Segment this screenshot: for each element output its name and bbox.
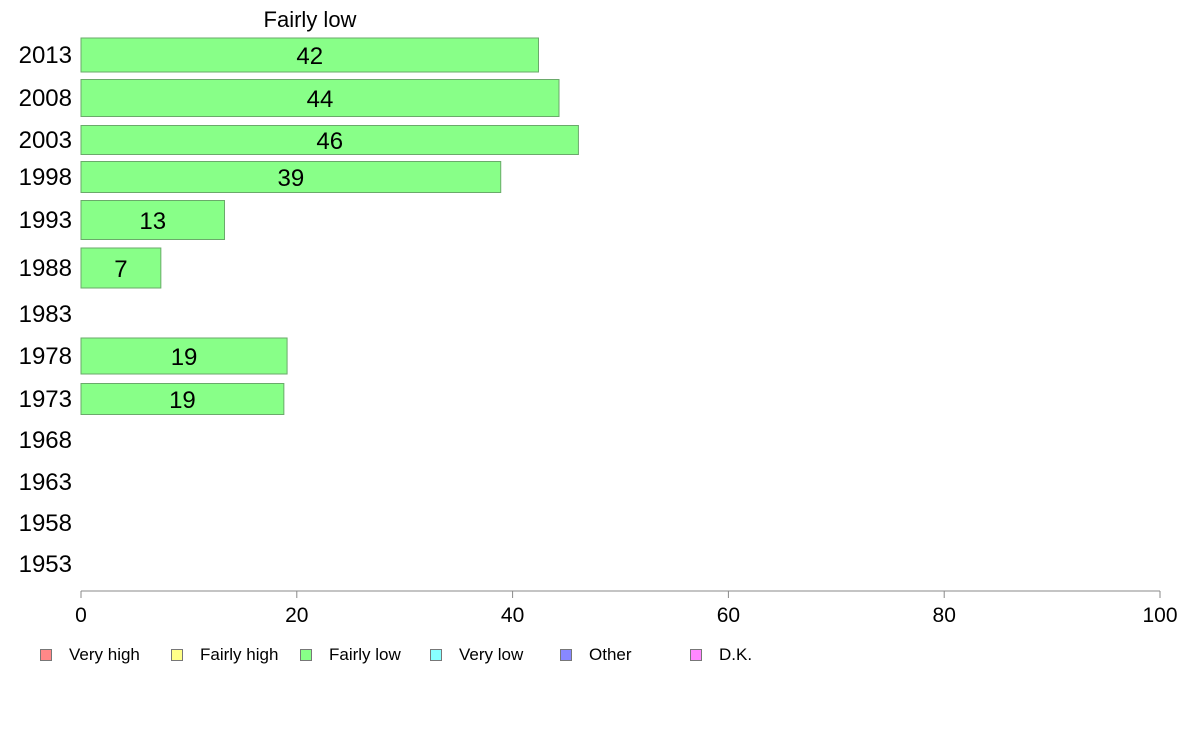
legend-item: Fairly high: [171, 645, 278, 665]
legend-label: Other: [589, 645, 632, 664]
category-label: 2013: [19, 42, 72, 69]
legend-label: D.K.: [719, 645, 753, 664]
category-label: 1978: [19, 343, 72, 370]
bar: [80, 161, 502, 193]
category-label: 2003: [19, 127, 72, 154]
data-label: 7: [114, 256, 127, 283]
bar: [80, 37, 539, 73]
legend-label: Very low: [459, 645, 524, 664]
legend-item: Very high: [40, 645, 140, 665]
category-label: 1958: [19, 510, 72, 537]
legend-label: Fairly high: [200, 645, 279, 664]
legend-label: Very high: [69, 645, 140, 664]
x-tick-label: 20: [285, 604, 308, 627]
data-label: 39: [278, 165, 305, 192]
data-label: 19: [171, 344, 198, 371]
legend-swatch: [40, 649, 52, 661]
data-label: 13: [139, 208, 166, 235]
x-tick-label: 0: [75, 604, 87, 627]
bar: [80, 247, 162, 289]
legend-item: Other: [560, 645, 632, 665]
bar: [80, 337, 288, 375]
bar: [80, 79, 560, 117]
category-label: 1973: [19, 386, 72, 413]
legend-swatch: [430, 649, 442, 661]
bar: [80, 125, 579, 155]
category-label: 1963: [19, 469, 72, 496]
category-label: 1968: [19, 427, 72, 454]
category-label: 1983: [19, 301, 72, 328]
x-tick-label: 100: [1142, 604, 1177, 627]
legend-swatch: [300, 649, 312, 661]
legend-item: Very low: [430, 645, 523, 665]
category-label: 1953: [19, 551, 72, 578]
category-label: 1998: [19, 164, 72, 191]
data-label: 46: [316, 128, 343, 155]
legend-swatch: [690, 649, 702, 661]
x-tick-label: 60: [717, 604, 740, 627]
bar: [80, 383, 285, 415]
chart-title: Fairly low: [264, 7, 357, 32]
legend-swatch: [560, 649, 572, 661]
legend-label: Fairly low: [329, 645, 401, 664]
legend-swatch: [171, 649, 183, 661]
legend-item: D.K.: [690, 645, 752, 665]
x-tick-label: 80: [933, 604, 956, 627]
data-label: 19: [169, 387, 196, 414]
data-label: 44: [307, 86, 334, 113]
category-label: 1993: [19, 207, 72, 234]
data-label: 42: [296, 43, 323, 70]
category-label: 1988: [19, 255, 72, 282]
bar: [80, 200, 226, 240]
x-tick-label: 40: [501, 604, 524, 627]
legend-item: Fairly low: [300, 645, 401, 665]
category-label: 2008: [19, 85, 72, 112]
chart: Fairly low 42 44 46 39 13 7 19 19 2013 2008 2003 1…: [19, 7, 1178, 627]
